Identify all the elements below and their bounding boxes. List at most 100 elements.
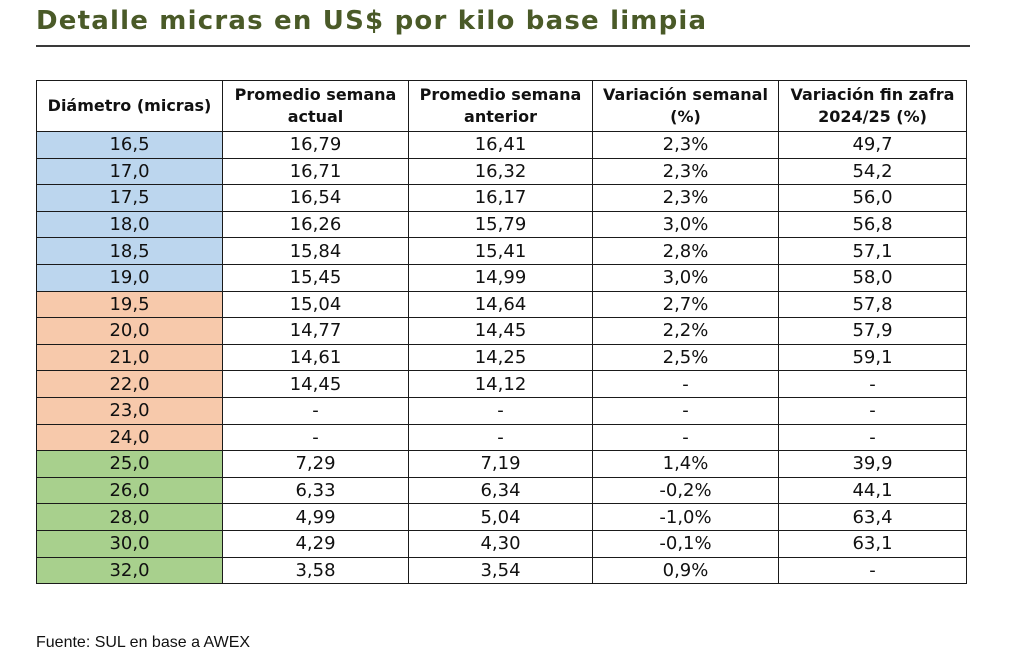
table-row: 17,0 16,71 16,32 2,3% 54,2 [36, 157, 967, 186]
cell-diametro: 26,0 [36, 476, 223, 505]
table-row: 32,0 3,58 3,54 0,9% - [36, 556, 967, 585]
table-header-row: Diámetro (micras) Promedio semana actual … [36, 80, 967, 132]
cell-promedio-actual: 14,45 [222, 370, 409, 398]
cell-promedio-anterior: 15,79 [408, 210, 593, 239]
cell-promedio-actual: 14,77 [222, 317, 409, 345]
cell-promedio-actual: 6,33 [222, 476, 409, 505]
cell-variacion-semanal: 3,0% [592, 263, 779, 292]
cell-diametro: 17,5 [36, 184, 223, 212]
cell-promedio-anterior: 14,12 [408, 370, 593, 398]
source-footer: Fuente: SUL en base a AWEX [36, 634, 251, 651]
cell-variacion-semanal: 1,4% [592, 450, 779, 478]
cell-promedio-actual: 3,58 [222, 556, 409, 585]
cell-variacion-fin-zafra: - [778, 370, 967, 398]
header-variacion-semanal: Variación semanal (%) [592, 80, 779, 132]
cell-variacion-fin-zafra: 59,1 [778, 343, 967, 372]
cell-promedio-actual: 4,99 [222, 503, 409, 531]
cell-variacion-semanal: - [592, 423, 779, 452]
cell-diametro: 19,0 [36, 263, 223, 292]
cell-variacion-fin-zafra: 56,8 [778, 210, 967, 239]
micras-price-table: Diámetro (micras) Promedio semana actual … [36, 80, 967, 585]
cell-variacion-semanal: -1,0% [592, 503, 779, 531]
cell-promedio-anterior: 16,32 [408, 157, 593, 186]
header-promedio-actual: Promedio semana actual [222, 80, 409, 132]
cell-variacion-semanal: 2,7% [592, 290, 779, 319]
cell-diametro: 18,0 [36, 210, 223, 239]
cell-variacion-semanal: -0,2% [592, 476, 779, 505]
cell-promedio-anterior: 16,41 [408, 131, 593, 159]
cell-promedio-anterior: - [408, 396, 593, 425]
cell-promedio-actual: 16,26 [222, 210, 409, 239]
cell-diametro: 22,0 [36, 370, 223, 398]
cell-diametro: 19,5 [36, 290, 223, 319]
cell-promedio-anterior: 14,99 [408, 263, 593, 292]
cell-variacion-fin-zafra: 56,0 [778, 184, 967, 212]
cell-variacion-fin-zafra: - [778, 556, 967, 585]
cell-diametro: 21,0 [36, 343, 223, 372]
cell-promedio-anterior: 15,41 [408, 237, 593, 265]
cell-variacion-semanal: 2,5% [592, 343, 779, 372]
table-row: 24,0- - - - [36, 423, 967, 452]
cell-variacion-fin-zafra: 44,1 [778, 476, 967, 505]
cell-promedio-actual: 14,61 [222, 343, 409, 372]
cell-variacion-semanal: -0,1% [592, 529, 779, 558]
table-row: 21,0 14,61 14,25 2,5% 59,1 [36, 343, 967, 372]
cell-diametro: 25,0 [36, 450, 223, 478]
cell-variacion-fin-zafra: - [778, 423, 967, 452]
table-row: 20,0 14,77 14,45 2,2% 57,9 [36, 317, 967, 345]
table-row: 25,0 7,29 7,19 1,4% 39,9 [36, 450, 967, 478]
cell-variacion-fin-zafra: 63,4 [778, 503, 967, 531]
table-row: 17,5 16,54 16,17 2,3% 56,0 [36, 184, 967, 212]
cell-variacion-fin-zafra: - [778, 396, 967, 425]
cell-diametro: 24,0 [36, 423, 223, 452]
table-row: 28,0 4,99 5,04 -1,0% 63,4 [36, 503, 967, 531]
cell-promedio-actual: 16,79 [222, 131, 409, 159]
cell-promedio-actual: 15,45 [222, 263, 409, 292]
cell-promedio-anterior: 14,64 [408, 290, 593, 319]
cell-variacion-semanal: 0,9% [592, 556, 779, 585]
title-divider [36, 45, 970, 47]
cell-promedio-actual: - [222, 396, 409, 425]
cell-promedio-actual: 16,54 [222, 184, 409, 212]
cell-diametro: 32,0 [36, 556, 223, 585]
cell-promedio-actual: 15,04 [222, 290, 409, 319]
cell-variacion-semanal: 2,8% [592, 237, 779, 265]
table-row: 18,0 16,26 15,79 3,0% 56,8 [36, 210, 967, 239]
cell-variacion-semanal: 2,3% [592, 157, 779, 186]
cell-variacion-semanal: 3,0% [592, 210, 779, 239]
cell-variacion-fin-zafra: 57,8 [778, 290, 967, 319]
cell-promedio-actual: 16,71 [222, 157, 409, 186]
page-title: Detalle micras en US$ por kilo base limp… [36, 6, 708, 36]
header-diametro: Diámetro (micras) [36, 80, 223, 132]
cell-promedio-anterior: 16,17 [408, 184, 593, 212]
header-promedio-anterior: Promedio semana anterior [408, 80, 593, 132]
table-row: 30,0 4,29 4,30 -0,1% 63,1 [36, 529, 967, 558]
table-row: 22,0 14,45 14,12- - [36, 370, 967, 398]
cell-variacion-fin-zafra: 54,2 [778, 157, 967, 186]
cell-variacion-semanal: 2,3% [592, 184, 779, 212]
cell-promedio-anterior: 14,45 [408, 317, 593, 345]
cell-promedio-actual: 15,84 [222, 237, 409, 265]
table-row: 18,5 15,84 15,41 2,8% 57,1 [36, 237, 967, 265]
cell-promedio-actual: 7,29 [222, 450, 409, 478]
cell-variacion-semanal: - [592, 396, 779, 425]
cell-promedio-actual: 4,29 [222, 529, 409, 558]
cell-variacion-fin-zafra: 63,1 [778, 529, 967, 558]
cell-variacion-fin-zafra: 39,9 [778, 450, 967, 478]
table-body: 16,5 16,79 16,41 2,3% 49,7 17,0 16,71 16,32 2,3%… [36, 131, 967, 585]
cell-promedio-anterior: 14,25 [408, 343, 593, 372]
cell-variacion-semanal: 2,2% [592, 317, 779, 345]
cell-promedio-anterior: 6,34 [408, 476, 593, 505]
table-row: 19,5 15,04 14,64 2,7% 57,8 [36, 290, 967, 319]
cell-diametro: 28,0 [36, 503, 223, 531]
cell-variacion-fin-zafra: 57,1 [778, 237, 967, 265]
cell-diametro: 17,0 [36, 157, 223, 186]
cell-variacion-fin-zafra: 58,0 [778, 263, 967, 292]
cell-variacion-fin-zafra: 49,7 [778, 131, 967, 159]
cell-diametro: 16,5 [36, 131, 223, 159]
cell-variacion-semanal: - [592, 370, 779, 398]
table-row: 26,0 6,33 6,34 -0,2% 44,1 [36, 476, 967, 505]
cell-diametro: 20,0 [36, 317, 223, 345]
cell-promedio-anterior: 7,19 [408, 450, 593, 478]
cell-diametro: 30,0 [36, 529, 223, 558]
